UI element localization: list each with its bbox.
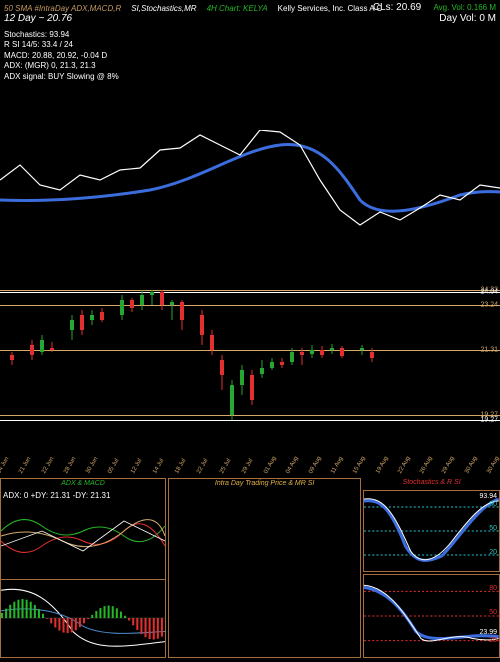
panel2-title: Intra Day Trading Price & MR SI xyxy=(169,480,360,487)
rsi-lbl-20: 20 xyxy=(489,637,497,644)
stoch-lbl-80: 80 xyxy=(489,501,497,508)
macd-wave-icon xyxy=(1,580,165,657)
ind-rsi: R SI 14/5: 33.4 / 24 xyxy=(4,40,119,50)
panel3-title: Stochastics & R SI xyxy=(363,479,500,486)
rsi-subpanel: 80 50 23.99 20 xyxy=(363,574,500,658)
panel-adx-macd: ADX & MACD ADX: 0 +DY: 21.31 -DY: 21.31 xyxy=(0,478,166,658)
header-sma: 12 Day ~ 20.76 xyxy=(4,13,72,24)
wave-chart xyxy=(0,130,500,250)
indicators-block: Stochastics: 93.94 R SI 14/5: 33.4 / 24 … xyxy=(4,30,119,82)
header-item-2: SI,Stochastics,MR xyxy=(131,4,196,13)
header-company: Kelly Services, Inc. Class A C xyxy=(278,4,382,13)
day-vol: Day Vol: 0 M xyxy=(439,13,496,24)
avg-vol: Avg. Vol: 0.166 M xyxy=(433,3,496,12)
macd-sub-panel xyxy=(1,579,165,657)
stoch-val: 93.94 xyxy=(479,493,497,500)
ind-adx1: ADX: (MGR) 0, 21.3, 21.3 xyxy=(4,61,119,71)
panel1-title: ADX & MACD xyxy=(1,480,165,487)
panel1-text: ADX: 0 +DY: 21.31 -DY: 21.31 xyxy=(3,491,110,500)
ind-adx2: ADX signal: BUY Slowing @ 8% xyxy=(4,72,119,82)
price-cls: CLs: 20.69 xyxy=(373,2,421,13)
header-item-1: 50 SMA #IntraDay ADX,MACD,R xyxy=(4,4,121,13)
stoch-lbl-50: 50 xyxy=(489,525,497,532)
right-header: CLs: 20.69 Avg. Vol: 0.166 M Day Vol: 0 … xyxy=(373,2,496,24)
ind-stoch: Stochastics: 93.94 xyxy=(4,30,119,40)
candle-chart: 24.3324.0423.2421.3119.2719.27 xyxy=(0,280,500,450)
panel-intraday: Intra Day Trading Price & MR SI xyxy=(168,478,361,658)
rsi-val: 23.99 xyxy=(479,629,497,636)
adx-wave-icon xyxy=(1,501,165,576)
stoch-lbl-20: 20 xyxy=(489,549,497,556)
date-axis: 14 Jun21 Jun22 Jun28 Jun30 Jun05 Jul12 J… xyxy=(0,450,500,470)
rsi-lbl-80: 80 xyxy=(489,585,497,592)
bottom-panels: ADX & MACD ADX: 0 +DY: 21.31 -DY: 21.31 … xyxy=(0,478,500,658)
panel-stoch-rsi: Stochastics & R SI 80 50 20 93.94 xyxy=(363,478,500,658)
stoch-subpanel: 80 50 20 93.94 xyxy=(363,490,500,572)
rsi-lbl-50: 50 xyxy=(489,609,497,616)
header-item-3: 4H Chart: KELYA xyxy=(207,4,268,13)
ind-macd: MACD: 20.88, 20.92, -0.04 D xyxy=(4,51,119,61)
